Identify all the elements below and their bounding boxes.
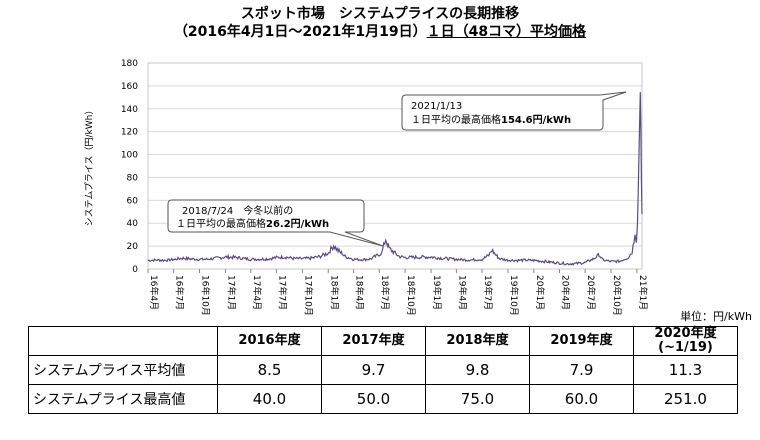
callout-2021-value: 154.6円/kWh [501,114,571,126]
callout-2021-line1: 2021/1/13 [411,101,462,112]
table-header-2018: 2018年度 [425,326,530,356]
table-header-row: 2016年度 2017年度 2018年度 2019年度 2020年度 (~1/19… [28,326,738,356]
callout-2018-line2: １日平均の最高価格 [176,217,266,230]
chart-title-period: （2016年4月1日～2021年1月19日） [173,24,427,40]
table-cell: 7.9 [529,355,634,385]
y-tick-label: 80 [127,173,139,183]
price-chart: 0 20 40 60 80 100 120 140 160 180 16年4月 16年7月 16年10… [84,59,649,316]
x-tick-label: 16年10月 [200,275,212,316]
callout-2018-line1: 2018/7/24 今冬以前の [182,204,293,217]
y-axis-label: システムプライス（円/kWh） [84,106,95,227]
x-tick-label: 18年10月 [405,275,417,316]
row-label-max: システムプライス最高値 [28,384,218,414]
table-row: システムプライス最高値 40.0 50.0 75.0 60.0 251.0 [28,384,738,414]
table-row: システムプライス平均値 8.5 9.7 9.8 7.9 11.3 [28,355,738,385]
x-axis-ticks: 16年4月 16年7月 16年10月 17年1月 17年4月 17年7月 17年10月 18年… [147,269,649,316]
row-label-average: システムプライス平均値 [28,355,218,385]
table-cell: 40.0 [217,384,322,414]
callout-2018-value: 26.2円/kWh [266,218,329,230]
table-header-2017: 2017年度 [321,326,426,356]
y-tick-label: 180 [121,59,138,69]
y-tick-label: 0 [132,265,138,275]
svg-text:１日平均の最高価格26.2円/kWh: １日平均の最高価格26.2円/kWh [176,217,329,230]
y-tick-label: 20 [127,242,139,252]
x-tick-label: 16年7月 [174,275,186,310]
unit-label: 単位：円/kWh [680,310,752,323]
callout-2018-box [167,199,384,247]
table-cell: 8.5 [217,355,322,385]
chart-grid [148,62,642,270]
callout-2021: 2021/1/13 １日平均の最高価格154.6円/kWh [401,91,627,131]
y-tick-label: 60 [127,196,139,206]
x-tick-label: 20年1月 [534,275,546,310]
y-tick-label: 40 [127,219,139,229]
x-tick-label: 20年7月 [585,275,597,310]
y-tick-label: 100 [121,151,138,161]
table-corner-cell [28,326,218,356]
table-cell: 50.0 [321,384,426,414]
x-tick-label: 17年10月 [302,275,314,316]
y-axis-ticks: 0 20 40 60 80 100 120 140 160 180 [121,59,138,275]
table-cell: 60.0 [529,384,634,414]
x-tick-label: 19年10月 [508,275,520,316]
x-tick-label: 16年4月 [148,275,160,310]
table-cell: 11.3 [633,355,738,385]
x-tick-label: 17年1月 [225,275,237,310]
chart-title-average: １日（48コマ）平均価格 [426,24,587,40]
x-tick-label: 20年4月 [559,275,571,310]
chart-title-line1: スポット市場 システムプライスの長期推移 [240,6,520,22]
callout-2021-line2: １日平均の最高価格 [411,113,501,126]
plot-area [147,62,643,270]
y-tick-label: 160 [121,82,138,92]
x-tick-label: 18年4月 [354,275,366,310]
x-tick-label: 20年10月 [611,275,623,316]
series-line [147,92,643,266]
x-tick-label: 19年4月 [456,275,468,310]
x-tick-label: 19年1月 [431,275,443,310]
table-cell: 75.0 [425,384,530,414]
y-tick-label: 140 [121,105,138,115]
x-tick-label: 18年7月 [379,275,391,310]
x-tick-label: 17年7月 [276,275,288,310]
callout-2018: 2018/7/24 今冬以前の １日平均の最高価格26.2円/kWh [167,199,384,247]
x-tick-label: 17年4月 [251,275,263,310]
x-tick-label: 21年1月 [637,275,649,310]
table-cell: 251.0 [633,384,738,414]
callout-2021-box [401,91,627,131]
table-cell: 9.7 [321,355,426,385]
table-header-2020: 2020年度 (~1/19) [633,326,738,356]
y-tick-label: 120 [121,128,138,138]
x-tick-label: 18年1月 [328,275,340,310]
svg-text:１日平均の最高価格154.6円/kWh: １日平均の最高価格154.6円/kWh [411,113,571,126]
chart-title-line2: （2016年4月1日～2021年1月19日）１日（48コマ）平均価格 [0,24,760,41]
table-header-2020-period: (~1/19) [658,340,713,355]
table-cell: 9.8 [425,355,530,385]
table-header-2019: 2019年度 [529,326,634,356]
stats-table: 2016年度 2017年度 2018年度 2019年度 2020年度 (~1/19… [28,326,738,414]
table-header-2020-year: 2020年度 [654,326,717,341]
table-header-2016: 2016年度 [217,326,322,356]
x-tick-label: 19年7月 [482,275,494,310]
